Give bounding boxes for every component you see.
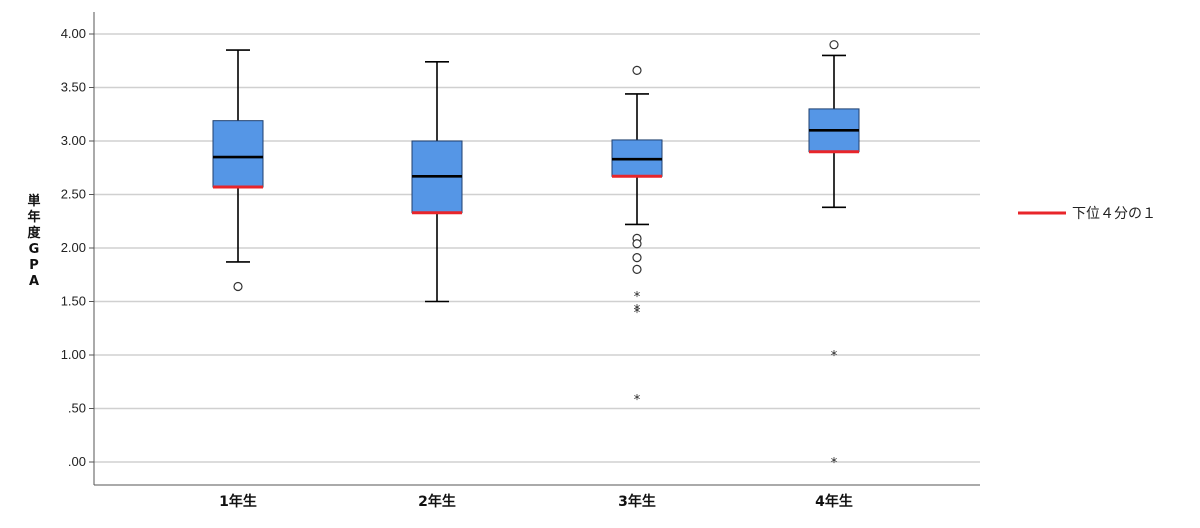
boxes: ****** [212, 40, 860, 471]
y-tick-label: 3.00 [61, 133, 86, 148]
y-axis-label-char: P [29, 258, 39, 273]
y-axis-label-char: A [29, 274, 39, 289]
box-2 [411, 61, 463, 303]
y-axis-label-char: 年 [27, 209, 40, 225]
extreme-point: * [634, 393, 641, 408]
extreme-point: * [634, 306, 641, 321]
gridlines [94, 33, 980, 463]
x-tick-label: 3年生 [618, 493, 656, 510]
outlier-point [632, 239, 642, 249]
y-tick-label: 2.50 [61, 187, 86, 202]
y-tick-label: 4.00 [61, 26, 86, 41]
outlier-point [829, 40, 839, 50]
extreme-point: * [831, 456, 838, 471]
y-axis-label-char: 度 [27, 225, 41, 241]
y-tick-label: 1.00 [61, 347, 86, 362]
y-tick-label: 3.50 [61, 80, 86, 95]
y-tick-label: 2.00 [61, 240, 86, 255]
y-tick-label: .00 [68, 454, 86, 469]
y-tick-label: 1.50 [61, 294, 86, 309]
outlier-point [632, 253, 642, 263]
tick-labels: .00 .50 1.00 1.50 2.00 2.50 3.00 3.50 4.00 1年生 2年生… [61, 26, 853, 510]
outlier-point [632, 65, 642, 75]
x-tick-label: 1年生 [219, 493, 257, 510]
y-axis-label-char: 単 [27, 193, 40, 209]
iqr-box [212, 120, 264, 188]
y-axis-label-char: G [29, 242, 40, 257]
box-4: ** [808, 40, 860, 471]
outlier-point [233, 281, 243, 292]
legend-label: 下位４分の１ [1072, 206, 1156, 222]
axes [89, 12, 980, 486]
outlier-point [632, 264, 642, 274]
extreme-point: * [634, 303, 641, 318]
box-1 [212, 49, 264, 292]
x-tick-label: 4年生 [815, 493, 853, 510]
legend: 下位４分の１ [1018, 206, 1156, 222]
y-tick-label: .50 [68, 401, 86, 416]
extreme-point: * [634, 290, 641, 305]
box-3: **** [611, 65, 663, 408]
extreme-point: * [831, 349, 838, 364]
x-tick-label: 2年生 [418, 493, 456, 510]
